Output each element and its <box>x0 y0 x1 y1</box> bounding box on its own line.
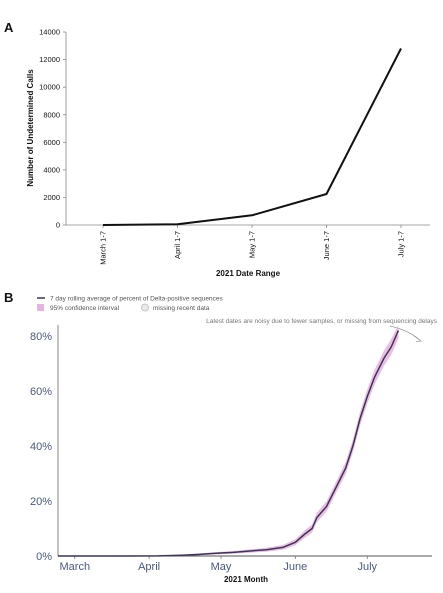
chart-a-x-tick-label: July 1-7 <box>397 231 406 257</box>
legend-ci-swatch <box>37 304 44 311</box>
chart-b-x-tick-label: June <box>283 561 307 573</box>
chart-b-series-line <box>58 330 400 557</box>
chart-b: 7 day rolling average of percent of Delt… <box>30 296 438 585</box>
chart-b-annotation: Latest dates are noisy due to fewer samp… <box>206 318 438 325</box>
chart-b-x-tick-label: April <box>138 561 160 573</box>
chart-b-y-tick-label: 0% <box>36 551 52 563</box>
chart-a-y-axis-label: Number of Undetermined Calls <box>26 69 35 187</box>
chart-a-y-tick-label: 12000 <box>39 55 60 64</box>
chart-b-confidence-band <box>58 325 399 556</box>
chart-a-series-line <box>102 48 402 226</box>
chart-b-y-tick-label: 40% <box>30 441 52 453</box>
chart-a-x-tick-label: April 1-7 <box>173 231 182 259</box>
chart-a-x-tick-label: May 1-7 <box>248 231 257 258</box>
chart-a-y-tick-label: 8000 <box>43 110 60 119</box>
legend-item-ci: 95% confidence interval <box>50 305 120 312</box>
chart-b-y-tick-label: 20% <box>30 496 52 508</box>
chart-a-y-tick-label: 2000 <box>43 193 60 202</box>
legend-hatch-swatch <box>141 303 149 312</box>
chart-b-x-tick-label: July <box>357 561 377 573</box>
panel-a-letter: A <box>4 20 14 35</box>
chart-b-x-tick-label: May <box>211 561 232 573</box>
chart-a-x-tick-label: March 1-7 <box>99 231 108 265</box>
legend-item-missing: missing recent data <box>153 305 210 312</box>
chart-a-y-tick-label: 10000 <box>39 83 60 92</box>
chart-b-y-tick-label: 60% <box>30 386 52 398</box>
chart-b-y-tick-label: 80% <box>30 331 52 343</box>
annotation-arrowhead <box>413 335 422 342</box>
chart-b-legend: 7 day rolling average of percent of Delt… <box>37 296 223 312</box>
chart-a-y-tick-label: 4000 <box>43 165 60 174</box>
chart-b-x-tick-label: March <box>60 561 91 573</box>
chart-b-x-axis-label: 2021 Month <box>224 575 268 584</box>
chart-a-x-axis-label: 2021 Date Range <box>216 269 281 278</box>
chart-a: 0 2000 4000 6000 8000 10000 12000 14000 March 1… <box>26 28 430 278</box>
chart-a-y-tick-label: 6000 <box>43 138 60 147</box>
chart-a-y-tick-label: 0 <box>56 221 60 230</box>
panel-b-letter: B <box>4 290 13 305</box>
legend-item-line: 7 day rolling average of percent of Delt… <box>50 296 223 303</box>
chart-a-y-tick-label: 14000 <box>39 28 60 37</box>
chart-a-x-tick-label: June 1-7 <box>322 231 331 260</box>
